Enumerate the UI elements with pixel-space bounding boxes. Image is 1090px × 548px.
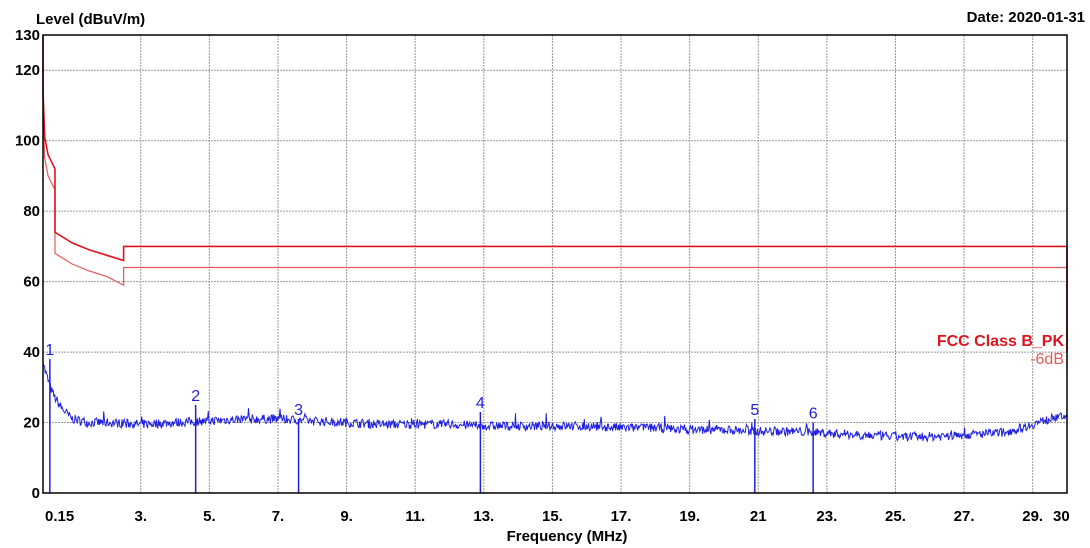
series-layer	[42, 35, 1068, 443]
x-tick-label: 25.	[885, 508, 906, 525]
y-axis-label: Level (dBuV/m)	[36, 11, 145, 28]
x-tick-label: 7.	[272, 508, 285, 525]
y-tick-label: 20	[23, 415, 40, 432]
x-axis-label: Frequency (MHz)	[507, 528, 628, 545]
y-tick-label: 40	[23, 344, 40, 361]
x-tick-label: 11.	[405, 508, 425, 525]
x-tick-label: 3.	[135, 508, 148, 525]
y-axis-ticks: 0 20 40 60 80 100 120 130	[15, 27, 40, 502]
markers-layer: 1 2 3 4 5 6	[45, 342, 818, 493]
marker-label-3: 3	[294, 402, 303, 419]
peak-trace	[42, 363, 1068, 443]
y-tick-label: 130	[15, 27, 40, 44]
y-tick-label: 100	[15, 133, 40, 150]
x-axis-ticks: 0.15 3. 5. 7. 9. 11. 13. 15. 17. 19. 21 23. 25. 27. 29…	[45, 508, 1070, 525]
x-tick-label: 5.	[203, 508, 216, 525]
x-tick-label: 13.	[473, 508, 494, 525]
date-label: Date: 2020-01-31	[967, 9, 1085, 26]
x-tick-label: 0.15	[45, 508, 74, 525]
marker-label-5: 5	[750, 402, 759, 419]
x-tick-label: 23.	[816, 508, 837, 525]
y-tick-label: 0	[32, 485, 40, 502]
x-tick-label: 15.	[542, 508, 563, 525]
x-tick-label: 19.	[679, 508, 700, 525]
plot-frame	[42, 34, 1068, 494]
marker-label-2: 2	[191, 388, 200, 405]
y-tick-label: 60	[23, 274, 40, 291]
limit-line-6db	[42, 112, 1068, 374]
marker-label-1: 1	[45, 342, 54, 359]
x-tick-label: 30	[1053, 508, 1070, 525]
grid	[43, 35, 1067, 493]
limit-offset-label: -6dB	[1030, 351, 1064, 368]
limit-line	[42, 35, 1068, 353]
marker-label-4: 4	[476, 395, 485, 412]
x-tick-label: 27.	[954, 508, 975, 525]
limit-label: FCC Class B_PK	[937, 333, 1065, 350]
x-tick-label: 29.	[1022, 508, 1043, 525]
x-tick-label: 9.	[340, 508, 353, 525]
x-tick-label: 21	[750, 508, 767, 525]
y-tick-label: 120	[15, 62, 40, 79]
y-tick-label: 80	[23, 203, 40, 220]
marker-label-6: 6	[809, 406, 818, 423]
x-tick-label: 17.	[611, 508, 632, 525]
